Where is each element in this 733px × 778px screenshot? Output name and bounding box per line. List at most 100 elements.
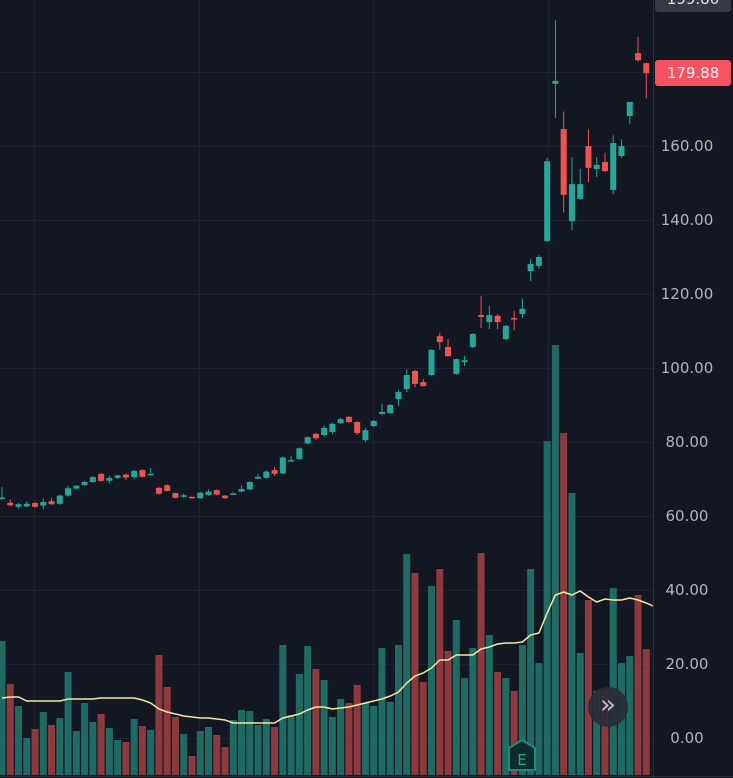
candle-body bbox=[560, 128, 567, 195]
candle bbox=[511, 310, 518, 331]
volume-bar bbox=[386, 702, 394, 775]
volume-bar bbox=[535, 663, 543, 775]
earnings-letter: E bbox=[517, 751, 526, 769]
candle bbox=[420, 379, 427, 387]
candle-body bbox=[197, 492, 204, 499]
volume-bar bbox=[39, 712, 47, 775]
volume-bar bbox=[81, 703, 89, 775]
volume-bar bbox=[411, 573, 419, 775]
candle bbox=[321, 425, 328, 437]
volume-bar bbox=[229, 720, 237, 775]
volume-bar bbox=[394, 645, 402, 775]
volume-bars bbox=[0, 345, 650, 775]
candle-body bbox=[321, 427, 328, 435]
candle-body bbox=[155, 487, 162, 494]
candle bbox=[387, 404, 394, 414]
volume-bar bbox=[138, 726, 146, 775]
candle bbox=[486, 305, 493, 330]
candle bbox=[106, 476, 113, 484]
candle bbox=[527, 258, 534, 282]
candle-body bbox=[626, 101, 633, 117]
candle bbox=[238, 485, 245, 493]
candle-body bbox=[469, 333, 476, 347]
candle bbox=[81, 480, 88, 486]
volume-bar bbox=[584, 600, 592, 775]
candle bbox=[263, 470, 270, 479]
last-price-label: 179.88 bbox=[655, 60, 731, 86]
volume-bar bbox=[254, 725, 262, 775]
candle-body bbox=[511, 318, 518, 320]
candle bbox=[568, 157, 575, 231]
price-axis-tick-label: 160.00 bbox=[660, 137, 714, 155]
candle-body bbox=[304, 437, 311, 444]
scroll-to-realtime-button[interactable]: » bbox=[588, 687, 628, 727]
candle-body bbox=[32, 503, 39, 507]
volume-bar bbox=[180, 734, 188, 775]
candle-body bbox=[271, 470, 278, 474]
candle bbox=[585, 129, 592, 183]
candle bbox=[32, 501, 39, 508]
price-axis-tick-label: 20.00 bbox=[665, 655, 709, 673]
candle-body bbox=[461, 360, 468, 363]
candle bbox=[345, 416, 352, 423]
candle-body bbox=[180, 495, 187, 497]
price-axis-tick-label: 0.00 bbox=[670, 729, 704, 747]
volume-bar bbox=[279, 645, 287, 775]
candle-body bbox=[486, 315, 493, 323]
candle-body bbox=[453, 359, 460, 374]
earnings-marker[interactable]: E bbox=[507, 738, 537, 772]
volume-bar bbox=[205, 727, 212, 775]
volume-bar bbox=[527, 569, 535, 775]
candle bbox=[478, 295, 485, 329]
candle-body bbox=[601, 161, 608, 172]
candle-body bbox=[362, 430, 369, 441]
price-axis-background[interactable] bbox=[653, 0, 733, 778]
candle bbox=[601, 152, 608, 172]
candle bbox=[213, 489, 220, 496]
candle-body bbox=[188, 496, 195, 499]
candle-body bbox=[255, 476, 262, 479]
volume-bar bbox=[6, 684, 14, 775]
candle-body bbox=[445, 346, 452, 357]
candle bbox=[73, 485, 80, 490]
volume-bar bbox=[609, 588, 617, 775]
candle bbox=[362, 427, 369, 442]
candle bbox=[461, 355, 468, 367]
candle bbox=[560, 111, 567, 213]
candle-body bbox=[552, 80, 559, 84]
candle-body bbox=[585, 146, 592, 168]
candle bbox=[205, 489, 212, 496]
volume-bar bbox=[97, 714, 105, 775]
candle-body bbox=[428, 349, 435, 376]
candle bbox=[502, 325, 509, 341]
volume-bar bbox=[114, 740, 122, 775]
candle-body bbox=[494, 315, 501, 323]
price-axis-tick-label: 100.00 bbox=[660, 359, 714, 377]
volume-bar bbox=[312, 669, 320, 775]
candle bbox=[412, 369, 418, 388]
volume-bar bbox=[287, 715, 295, 775]
candle bbox=[494, 313, 501, 330]
candle-body bbox=[172, 493, 179, 498]
candle-body bbox=[56, 495, 63, 504]
volume-bar bbox=[502, 678, 510, 775]
volume-bar bbox=[271, 727, 279, 775]
volume-bar bbox=[345, 703, 353, 775]
volume-bar bbox=[428, 586, 436, 775]
volume-bar bbox=[510, 691, 518, 775]
candle bbox=[279, 456, 286, 475]
candle-body bbox=[230, 493, 237, 495]
candle-body bbox=[40, 501, 47, 506]
volume-bar bbox=[221, 747, 229, 775]
volume-bar bbox=[328, 717, 336, 775]
volume-bar bbox=[262, 719, 270, 775]
candle-body bbox=[48, 501, 55, 505]
volume-bar bbox=[444, 651, 452, 775]
candle-body bbox=[635, 53, 642, 61]
volume-bar bbox=[370, 706, 378, 775]
candle-body bbox=[593, 164, 600, 169]
candle-body bbox=[412, 370, 418, 384]
volume-ma-line bbox=[1, 590, 654, 724]
candle-body bbox=[279, 457, 286, 474]
